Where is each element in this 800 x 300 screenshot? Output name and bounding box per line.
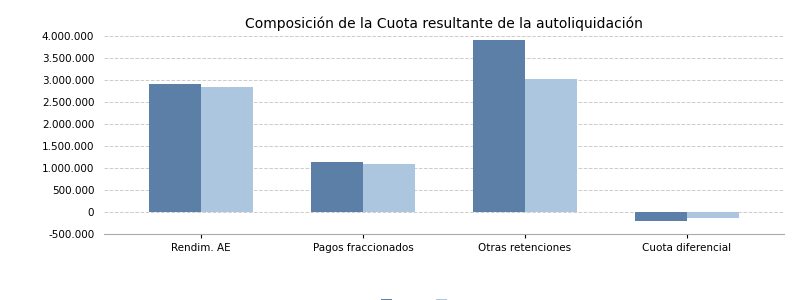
Bar bbox=[363, 164, 415, 212]
Bar bbox=[473, 40, 525, 212]
Bar bbox=[150, 84, 201, 212]
Bar bbox=[525, 79, 577, 212]
Bar bbox=[687, 212, 738, 218]
Bar bbox=[311, 162, 363, 212]
Title: Composición de la Cuota resultante de la autoliquidación: Composición de la Cuota resultante de la… bbox=[245, 16, 643, 31]
Bar bbox=[635, 212, 687, 221]
Legend: Total, Beneficio: Total, Beneficio bbox=[376, 295, 512, 300]
Bar bbox=[201, 88, 253, 212]
